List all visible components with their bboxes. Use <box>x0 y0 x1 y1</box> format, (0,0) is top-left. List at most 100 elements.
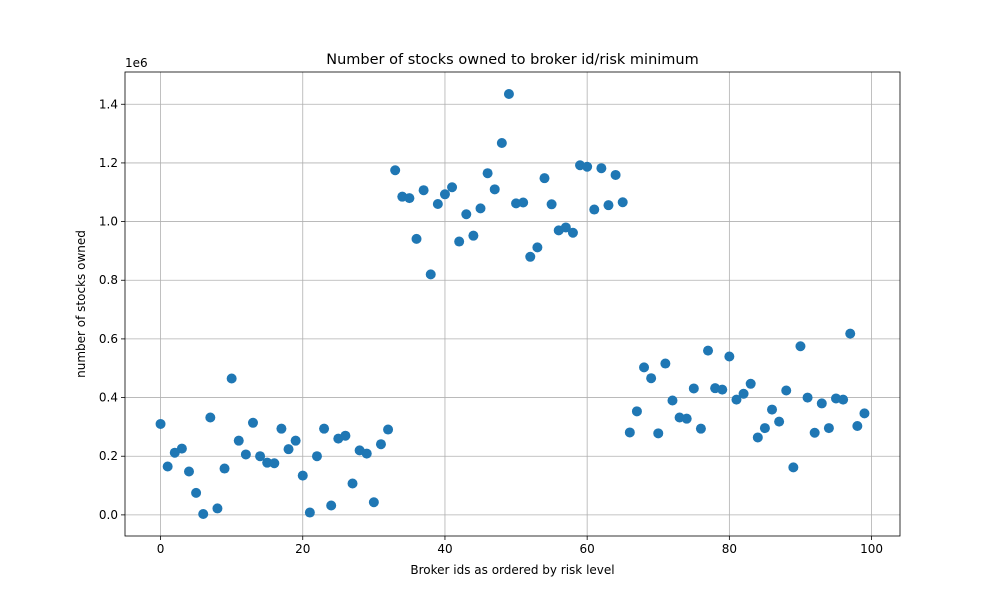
data-point <box>297 470 308 481</box>
data-point <box>454 236 465 247</box>
data-point <box>731 394 742 405</box>
data-point <box>660 358 671 369</box>
y-axis-ticks: 0.0 0.2 0.4 0.6 0.8 1.0 1.2 1.4 <box>99 97 125 522</box>
data-point <box>717 384 728 395</box>
data-point <box>183 466 194 477</box>
data-point <box>646 373 657 384</box>
y-tick-label: 0.0 <box>99 508 118 522</box>
data-point <box>703 345 714 356</box>
data-point <box>212 503 223 514</box>
data-point <box>247 417 258 428</box>
data-point <box>425 269 436 280</box>
data-point <box>496 137 507 148</box>
data-point <box>503 88 514 99</box>
data-point <box>155 418 166 429</box>
data-point <box>375 439 386 450</box>
data-point <box>667 395 678 406</box>
data-point <box>745 378 756 389</box>
y-tick-label: 1.2 <box>99 156 118 170</box>
data-point <box>525 251 536 262</box>
data-point <box>781 385 792 396</box>
data-point <box>767 404 778 415</box>
data-point <box>411 233 422 244</box>
data-point <box>631 406 642 417</box>
data-point <box>432 198 443 209</box>
data-point <box>567 227 578 238</box>
data-point <box>546 199 557 210</box>
data-point <box>795 341 806 352</box>
data-point <box>809 427 820 438</box>
data-point <box>852 421 863 432</box>
data-point <box>788 462 799 473</box>
data-point <box>361 448 372 459</box>
data-points <box>155 88 870 520</box>
y-tick-label: 1.0 <box>99 215 118 229</box>
data-point <box>610 169 621 180</box>
data-point <box>752 432 763 443</box>
data-point <box>617 197 628 208</box>
y-tick-label: 0.6 <box>99 332 118 346</box>
data-point <box>859 408 870 419</box>
data-point <box>639 362 650 373</box>
x-tick-label: 20 <box>295 542 310 556</box>
x-tick-label: 0 <box>157 542 165 556</box>
x-tick-label: 40 <box>437 542 452 556</box>
data-point <box>233 435 244 446</box>
data-point <box>176 443 187 454</box>
x-tick-label: 100 <box>860 542 883 556</box>
data-point <box>603 200 614 211</box>
data-point <box>681 413 692 424</box>
data-point <box>205 412 216 423</box>
x-axis-ticks: 0 20 40 60 80 100 <box>157 536 883 556</box>
data-point <box>688 383 699 394</box>
y-axis-label: number of stocks owned <box>74 230 88 378</box>
y-tick-label: 0.8 <box>99 273 118 287</box>
data-point <box>319 423 330 434</box>
data-point <box>226 373 237 384</box>
data-point <box>539 173 550 184</box>
data-point <box>340 430 351 441</box>
chart-title: Number of stocks owned to broker id/risk… <box>326 52 698 68</box>
data-point <box>390 165 401 176</box>
data-point <box>582 161 593 172</box>
data-point <box>759 423 770 434</box>
data-point <box>347 478 358 489</box>
y-tick-label: 0.2 <box>99 449 118 463</box>
x-tick-label: 80 <box>722 542 737 556</box>
data-point <box>461 209 472 220</box>
data-point <box>468 230 479 241</box>
data-point <box>475 203 486 214</box>
data-point <box>489 184 500 195</box>
data-point <box>439 189 450 200</box>
data-point <box>447 182 458 193</box>
data-point <box>518 197 529 208</box>
data-point <box>695 423 706 434</box>
data-point <box>802 392 813 403</box>
data-point <box>191 487 202 498</box>
data-point <box>383 424 394 435</box>
data-point <box>653 428 664 439</box>
x-tick-label: 60 <box>580 542 595 556</box>
data-point <box>823 423 834 434</box>
grid-lines <box>125 72 900 536</box>
y-axis-offset-label: 1e6 <box>125 56 148 70</box>
plot-frame <box>124 71 901 537</box>
data-point <box>255 451 266 462</box>
data-point <box>738 388 749 399</box>
data-point <box>624 427 635 438</box>
data-point <box>368 497 379 508</box>
data-point <box>418 185 429 196</box>
data-point <box>219 463 230 474</box>
data-point <box>482 168 493 179</box>
data-point <box>404 193 415 204</box>
data-point <box>283 444 294 455</box>
data-point <box>589 204 600 215</box>
data-point <box>326 500 337 511</box>
data-point <box>560 222 571 233</box>
data-point <box>774 416 785 427</box>
data-point <box>269 458 280 469</box>
data-point <box>276 423 287 434</box>
data-point <box>838 394 849 405</box>
